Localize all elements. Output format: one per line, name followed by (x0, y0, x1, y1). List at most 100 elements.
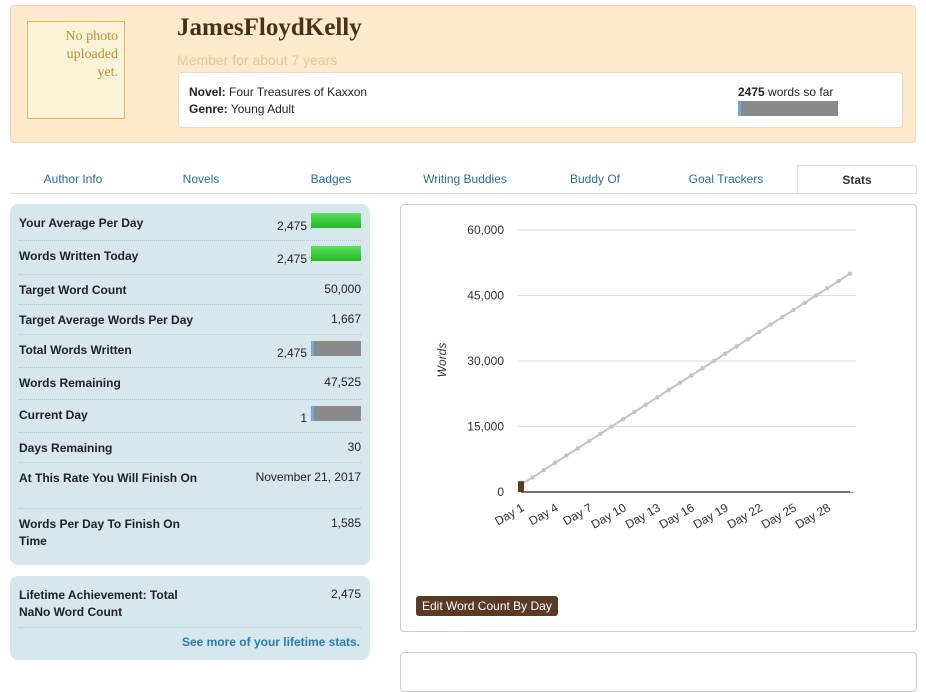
bar (540, 492, 547, 493)
tab[interactable]: Goal Trackers (688, 172, 764, 186)
bar (812, 492, 819, 493)
point (813, 293, 819, 298)
bar (620, 492, 627, 493)
edit-button[interactable]: Edit Word Count By Day (416, 596, 558, 616)
point (723, 351, 728, 356)
point (711, 358, 717, 364)
bar (563, 492, 570, 493)
bar (311, 246, 361, 261)
bar (699, 492, 706, 493)
y-tick-label: 0 (497, 485, 504, 499)
tab[interactable]: Novels (182, 172, 220, 186)
count: 2475 (738, 85, 765, 99)
novel-line: Novel: Four Treasures of Kaxxon (189, 85, 367, 99)
bar (642, 492, 649, 493)
row: Lifetime Achievement: Total NaNo Word Co… (19, 580, 361, 628)
progress (311, 406, 314, 421)
point (541, 467, 546, 473)
bar (847, 492, 853, 493)
point (564, 453, 569, 458)
tab[interactable]: Author Info (43, 172, 103, 186)
suffix: words so far (768, 85, 834, 99)
word-count: 2475 words so far (738, 85, 833, 99)
tab[interactable]: Badges (310, 172, 352, 186)
y-tick-label: 45,000 (467, 289, 504, 303)
profile-header: No photo uploaded yet. JamesFloydKelly M… (10, 5, 916, 143)
x-tick-label: Day 19 (691, 500, 731, 531)
bar (676, 492, 683, 493)
tab[interactable]: Stats (797, 165, 917, 193)
point (745, 336, 751, 342)
chart: 0 15,000 30,000 45,000 60,000 Words Day 1 Day 4… (435, 223, 856, 532)
progress (738, 101, 741, 116)
row: Total Words Written 2,475 (19, 335, 361, 368)
bar (552, 492, 559, 493)
value: 50,000 (324, 282, 361, 296)
value: 1,667 (330, 312, 361, 326)
value: 2,475 (276, 346, 307, 360)
genre-line: Genre: Young Adult (189, 102, 294, 116)
photo-text: No photo uploaded yet. (65, 29, 119, 80)
point (825, 286, 830, 291)
tab[interactable]: Buddy Of (569, 172, 621, 186)
label: Days Remaining (19, 441, 113, 455)
bar (767, 492, 774, 493)
point (734, 344, 739, 349)
novel-box: Novel: Four Treasures of Kaxxon Genre: Y… (178, 72, 903, 128)
tab[interactable]: Writing Buddies (423, 172, 507, 186)
point (530, 475, 535, 480)
row: At This Rate You Will Finish On November … (19, 463, 361, 509)
x-tick-label: Day 7 (560, 500, 594, 528)
x-tick-label: Day 22 (725, 500, 765, 531)
point (643, 402, 648, 407)
bar (733, 492, 740, 493)
lifetime-panel: Lifetime Achievement: Total NaNo Word Co… (10, 576, 370, 660)
bar (710, 492, 717, 493)
bar (756, 492, 763, 493)
photo: No photo uploaded yet. (27, 21, 125, 119)
bar (665, 492, 672, 493)
x-tick-label: Day 1 (492, 500, 526, 528)
point (768, 322, 773, 327)
value: November 21, 2017 (255, 470, 361, 484)
x-tick-label: Day 10 (589, 500, 629, 531)
line (520, 272, 851, 486)
bar (835, 492, 842, 493)
row: Words Remaining 47,525 (19, 368, 361, 400)
x-tick-label: Day 4 (526, 500, 560, 528)
value: 2,475 (276, 252, 307, 266)
point (802, 300, 807, 305)
point (700, 366, 705, 371)
x-tick-label: Day 28 (793, 500, 833, 531)
bar (824, 492, 831, 493)
stats-panel: Your Average Per Day 2,475 Words Written T… (10, 204, 370, 565)
bar (688, 492, 695, 493)
y-tick-label: 60,000 (467, 223, 504, 237)
y-axis-label: Words (435, 343, 449, 378)
bar (311, 406, 361, 421)
point (791, 307, 796, 313)
bar (744, 492, 751, 493)
row: Current Day 1 (19, 400, 361, 433)
bar (311, 213, 361, 228)
bar (790, 492, 797, 493)
member-since: Member for about 7 years (177, 52, 338, 68)
page: {"header":{"photo_text":"No photo upload… (10, 5, 917, 692)
point (666, 387, 671, 393)
point (779, 315, 785, 320)
point (620, 417, 626, 422)
label: Words Written Today (19, 249, 139, 263)
bar (586, 492, 593, 493)
bar (311, 341, 361, 356)
value: 2,475 (330, 587, 361, 601)
point (586, 438, 592, 444)
chart-panel (400, 204, 917, 632)
bar (574, 492, 581, 493)
y-tick-label: 30,000 (467, 354, 504, 368)
bar (778, 492, 785, 493)
panel (400, 652, 917, 692)
progress (311, 341, 314, 356)
point (847, 271, 853, 276)
genre: Young Adult (230, 102, 295, 116)
lifetime-link[interactable]: See more of your lifetime stats. (181, 635, 360, 649)
